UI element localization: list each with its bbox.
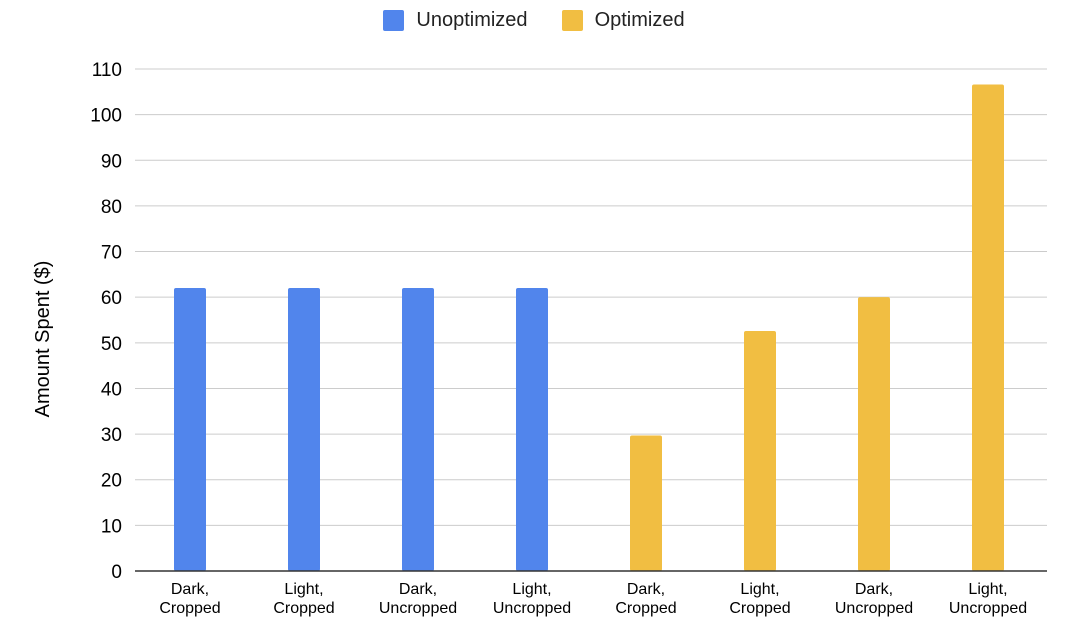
x-tick-label-3-line-2: Uncropped	[379, 600, 457, 617]
x-tick-label-7-line-1: Dark,	[855, 581, 893, 598]
x-tick-label-5-line-1: Dark,	[627, 581, 665, 598]
legend-item-unoptimized: Unoptimized	[383, 9, 528, 32]
y-axis-ticks: 0 10 20 30 40 50 60 70 80 90 100 110	[90, 60, 122, 583]
y-axis-title: Amount Spent ($)	[32, 261, 54, 418]
x-tick-label-2-line-1: Light,	[284, 581, 323, 598]
y-tick-label-80: 80	[101, 197, 122, 218]
bars	[174, 84, 1004, 572]
x-tick-label-4: Light, Uncropped	[493, 581, 571, 617]
y-tick-label-40: 40	[101, 379, 122, 400]
y-tick-label-50: 50	[101, 334, 122, 355]
legend-swatch-optimized	[561, 10, 583, 31]
x-tick-label-7: Dark, Uncropped	[835, 581, 913, 617]
bar-unoptimized-2	[288, 288, 320, 571]
x-tick-label-6-line-2: Cropped	[729, 600, 790, 617]
bar-unoptimized-1	[174, 288, 206, 571]
x-tick-label-1: Dark, Cropped	[159, 581, 220, 617]
y-tick-label-60: 60	[101, 288, 122, 309]
x-tick-label-4-line-2: Uncropped	[493, 600, 571, 617]
x-tick-label-8-line-1: Light,	[968, 581, 1007, 598]
legend-item-optimized: Optimized	[561, 9, 685, 32]
legend-label-optimized: Optimized	[594, 9, 685, 31]
x-tick-label-1-line-1: Dark,	[171, 581, 209, 598]
y-tick-label-90: 90	[101, 151, 122, 172]
x-tick-label-2-line-2: Cropped	[273, 600, 334, 617]
bar-optimized-8	[972, 84, 1004, 572]
x-tick-label-1-line-2: Cropped	[159, 600, 220, 617]
y-tick-label-110: 110	[92, 60, 122, 81]
bar-unoptimized-3	[402, 288, 434, 571]
x-tick-label-5: Dark, Cropped	[615, 581, 676, 617]
y-tick-label-20: 20	[101, 471, 122, 492]
x-tick-label-5-line-2: Cropped	[615, 600, 676, 617]
y-tick-label-70: 70	[101, 243, 122, 264]
bar-optimized-7	[858, 297, 890, 571]
legend-swatch-unoptimized	[383, 10, 405, 31]
gridlines	[135, 68, 1047, 526]
legend-label-unoptimized: Unoptimized	[416, 9, 528, 31]
x-tick-label-4-line-1: Light,	[512, 581, 551, 598]
y-tick-label-0: 0	[111, 562, 122, 583]
bar-optimized-6	[744, 330, 776, 571]
y-tick-label-100: 100	[90, 106, 122, 127]
x-tick-label-2: Light, Cropped	[273, 581, 334, 617]
bar-optimized-5	[630, 435, 662, 571]
bar-unoptimized-4	[516, 288, 548, 571]
x-tick-label-6-line-1: Light,	[740, 581, 779, 598]
y-tick-label-30: 30	[101, 425, 122, 446]
x-tick-label-7-line-2: Uncropped	[835, 600, 913, 617]
x-tick-label-3: Dark, Uncropped	[379, 581, 457, 617]
x-tick-label-6: Light, Cropped	[729, 581, 790, 617]
x-tick-label-8-line-2: Uncropped	[949, 600, 1027, 617]
x-tick-label-8: Light, Uncropped	[949, 581, 1027, 617]
y-tick-label-10: 10	[101, 516, 122, 537]
x-tick-label-3-line-1: Dark,	[399, 581, 437, 598]
legend: Unoptimized Optimized	[0, 9, 1068, 32]
